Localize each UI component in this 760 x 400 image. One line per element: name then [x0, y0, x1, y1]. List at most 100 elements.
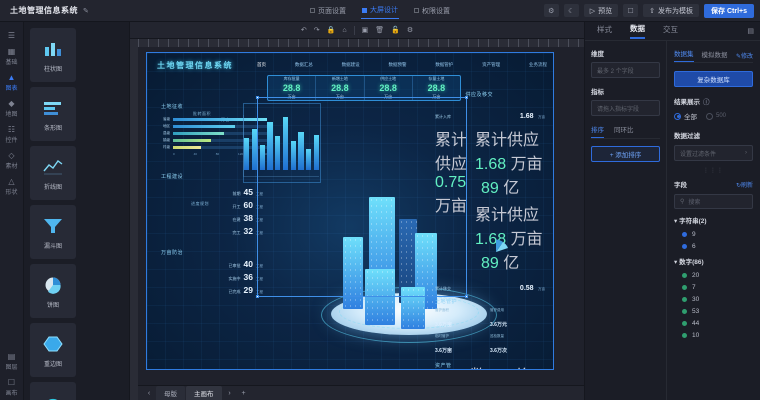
dashboard-nav-item[interactable]: 资产管理 — [482, 62, 501, 67]
save-button[interactable]: 保存 Ctrl+s — [704, 3, 754, 18]
field-item[interactable]: 30 — [674, 293, 753, 305]
chevron-right-icon[interactable]: › — [228, 389, 231, 397]
delete-icon[interactable]: 🗑 — [375, 27, 385, 34]
left-rail: ☰ ▦ 基础 ▲ 图表 ◆ 地图 ☷ 控件 ◇ 素材 △ — [0, 22, 24, 400]
dashboard-nav-item[interactable]: 首页 — [257, 62, 266, 67]
sidebar-item-widget[interactable]: ☷ 控件 — [0, 121, 24, 147]
dimension-drop-area[interactable]: 最多 2 个字段 — [591, 62, 660, 78]
lock-icon[interactable]: 🔒 — [326, 27, 336, 34]
dashboard-preview[interactable]: 土地管理信息系统 首页 数据汇总 数据建设 数据预警 数据管护 资产管理 业务流… — [146, 52, 554, 370]
add-sort-button[interactable]: + 添加排序 — [591, 146, 660, 162]
field-item[interactable]: 7 — [674, 281, 753, 293]
filter-condition-button[interactable]: 设置过滤条件 › — [674, 145, 753, 161]
field-group-string[interactable]: ▾ 字符串(2) — [674, 215, 753, 225]
search-input[interactable]: ⚲ 搜索 — [674, 194, 753, 209]
menu-icon[interactable]: ☰ — [7, 31, 16, 40]
dashboard-nav-item[interactable]: 数据预警 — [388, 62, 407, 67]
page-tab-master[interactable]: 母版 — [156, 386, 185, 400]
tab-mock-data[interactable]: 模拟数据 — [701, 51, 728, 59]
sidebar-item-canvas[interactable]: ☐ 画布 — [0, 374, 24, 400]
field-item[interactable]: 53 — [674, 305, 753, 317]
tab-page-settings[interactable]: 页面设置 — [309, 3, 347, 19]
building — [365, 269, 395, 325]
edit-title-icon[interactable]: ✎ — [83, 7, 89, 15]
field-item[interactable]: 44 — [674, 317, 753, 329]
right-panel-columns: 维度 最多 2 个字段 指标 请拖入指标字段 排序 同环比 + 添加排序 数据集… — [585, 41, 760, 400]
shape-icon: △ — [8, 177, 15, 186]
sidebar-item-map[interactable]: ◆ 地图 — [0, 95, 24, 121]
settings-icon[interactable]: ⚙ — [406, 27, 414, 34]
preview-label: 预览 — [598, 7, 613, 15]
field-group-number[interactable]: ▾ 数字(86) — [674, 256, 753, 266]
dashboard-nav-item[interactable]: 数据建设 — [341, 62, 360, 67]
building — [343, 237, 363, 309]
dashboard-title: 土地管理信息系统 — [157, 61, 233, 70]
sidebar-item-layers-label: 图层 — [5, 365, 18, 371]
metric-label: 指标 — [591, 89, 604, 96]
palette-item-bar-chart[interactable]: 柱状图 — [30, 28, 76, 82]
canvas-icon: ☐ — [7, 378, 16, 387]
radio-all[interactable]: 全部 — [674, 111, 697, 121]
sidebar-item-basic[interactable]: ▦ 基础 — [0, 43, 24, 69]
sidebar-item-material[interactable]: ◇ 素材 — [0, 147, 24, 173]
group-icon[interactable]: ▣ — [361, 27, 369, 34]
field-item[interactable]: 9 — [674, 228, 753, 240]
chevron-down-icon: ▾ — [674, 259, 678, 266]
preview-button[interactable]: ▷ 预览 — [583, 4, 619, 17]
palette-item-gauge[interactable]: 仪表盘 — [30, 382, 76, 400]
dashboard-nav-item[interactable]: 数据管护 — [435, 62, 454, 67]
sidebar-item-shape-label: 形状 — [5, 190, 18, 196]
sidebar-item-layers[interactable]: ▤ 图层 — [0, 348, 24, 374]
chevron-left-icon[interactable]: ‹ — [147, 389, 151, 397]
sidebar-item-shape[interactable]: △ 形状 — [0, 173, 24, 199]
redo-icon[interactable]: ↷ — [313, 27, 320, 34]
field-item[interactable]: 6 — [674, 240, 753, 252]
tab-interaction[interactable]: 交互 — [663, 25, 678, 34]
radio-limit[interactable]: 500 — [706, 112, 726, 120]
tab-style[interactable]: 样式 — [597, 25, 612, 34]
fullscreen-icon[interactable]: ☐ — [623, 4, 639, 17]
dashboard-nav-item[interactable]: 业务流程 — [528, 62, 547, 67]
tab-sort[interactable]: 排序 — [591, 124, 604, 138]
tab-screen-design[interactable]: 大屏设计 — [361, 2, 399, 19]
hbar-row: 省级 — [159, 117, 267, 122]
panel-collapse-icon[interactable]: ▤ — [747, 28, 754, 35]
palette-item-pie-chart[interactable]: 饼图 — [30, 264, 76, 318]
field-item[interactable]: 20 — [674, 269, 753, 281]
lock-all-icon[interactable]: 🔓 — [391, 27, 400, 34]
tab-dataset[interactable]: 数据集 — [674, 48, 694, 62]
palette-item-funnel[interactable]: 漏斗图 — [30, 205, 76, 259]
result-display-label: 结果展示 ⓘ — [674, 96, 753, 106]
widget-icon: ☷ — [7, 125, 16, 134]
home-icon[interactable]: ⌂ — [342, 26, 347, 34]
edit-dataset-button[interactable]: ✎修改 — [735, 53, 753, 60]
tab-permission-settings[interactable]: 权限设置 — [413, 3, 451, 19]
hbar-row: 地区 — [159, 124, 267, 129]
drag-handle-icon[interactable]: ⋮⋮⋮ — [703, 168, 724, 174]
publish-template-button[interactable]: ⇧ 发布为模板 — [643, 4, 700, 17]
dashboard-nav-item[interactable]: 数据汇总 — [294, 62, 313, 67]
field-item[interactable]: 10 — [674, 329, 753, 341]
palette-item-horizontal-bar[interactable]: 条形图 — [30, 87, 76, 141]
help-icon[interactable]: ⓘ — [703, 99, 710, 106]
asset-pie-chart — [483, 239, 509, 265]
protect-cell: 巡检数量 3.6万次 — [490, 334, 507, 354]
tab-data[interactable]: 数据 — [630, 23, 645, 39]
undo-icon[interactable]: ↶ — [300, 27, 307, 34]
field-section-header: 字段 ↻刷新 — [674, 179, 753, 189]
sidebar-item-chart[interactable]: ▲ 图表 — [0, 69, 24, 95]
metric-drop-area[interactable]: 请拖入指标字段 — [591, 100, 660, 116]
canvas-stage[interactable]: 土地管理信息系统 首页 数据汇总 数据建设 数据预警 数据管护 资产管理 业务流… — [138, 47, 584, 385]
sidebar-item-material-label: 素材 — [5, 164, 18, 170]
add-page-icon[interactable]: + — [241, 389, 246, 397]
database-button[interactable]: 复杂数据库 — [674, 71, 753, 87]
page-tab-main-canvas[interactable]: 主画布 — [186, 386, 222, 400]
tab-period-comparison[interactable]: 同环比 — [614, 127, 634, 134]
moon-icon[interactable]: ☾ — [563, 4, 579, 17]
stats-bottom: 已审批 40 工程 实施中 36 工程 已完成 — [185, 259, 263, 298]
refresh-button[interactable]: ↻刷新 — [735, 182, 753, 189]
palette-item-polygon[interactable]: 重边图 — [30, 323, 76, 377]
chevron-right-icon: › — [745, 150, 747, 156]
gear-icon[interactable]: ⚙ — [543, 4, 559, 17]
palette-item-line-chart[interactable]: 折线图 — [30, 146, 76, 200]
